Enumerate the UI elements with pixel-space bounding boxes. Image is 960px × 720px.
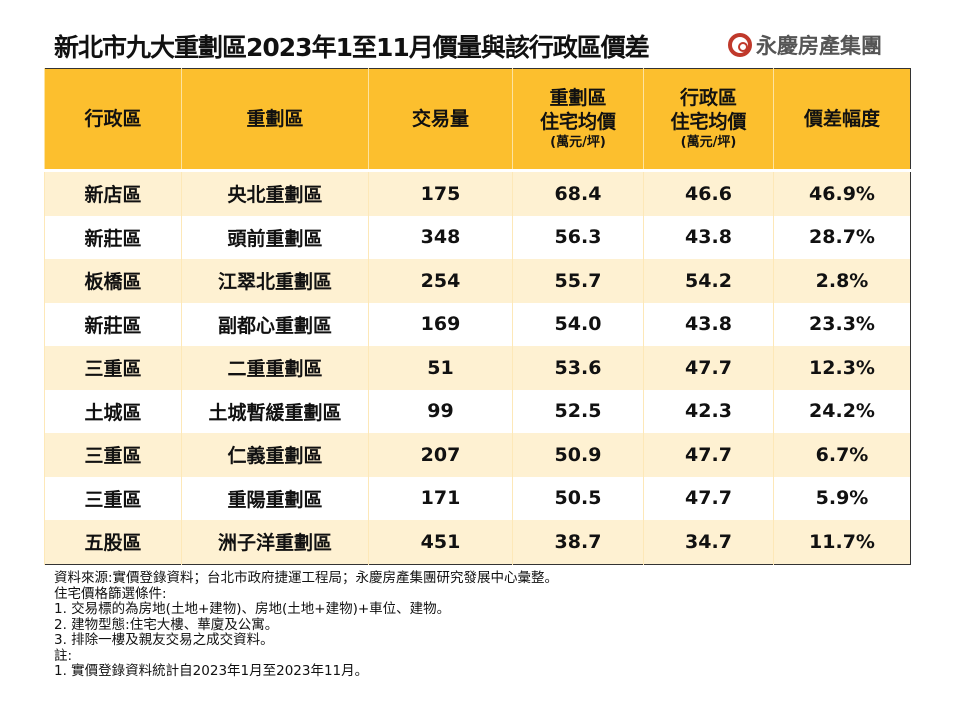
column-header: 價差幅度 bbox=[773, 68, 911, 172]
table-cell: 土城區 bbox=[44, 389, 182, 433]
table-cell: 51 bbox=[368, 346, 513, 390]
footnote-line: 2. 建物型態:住宅大樓、華廈及公寓。 bbox=[54, 616, 279, 633]
table-cell: 207 bbox=[368, 433, 513, 477]
table-cell: 土城暫緩重劃區 bbox=[181, 389, 369, 433]
column-header-line: 行政區 bbox=[679, 87, 737, 109]
table-cell: 38.7 bbox=[512, 520, 644, 564]
table-cell: 47.7 bbox=[643, 476, 774, 520]
logo-text: 永慶房產集團 bbox=[756, 34, 882, 58]
table-cell: 2.8% bbox=[773, 259, 911, 303]
table-cell: 三重區 bbox=[44, 433, 182, 477]
table-cell: 47.7 bbox=[643, 433, 774, 477]
table-cell: 254 bbox=[368, 259, 513, 303]
table-cell: 451 bbox=[368, 520, 513, 564]
column-header: 重劃區 bbox=[181, 68, 369, 172]
column-header-line: 住宅均價 bbox=[539, 111, 616, 133]
table-cell: 三重區 bbox=[44, 346, 182, 390]
table-header-row: 行政區 重劃區 交易量 重劃區 住宅均價 (萬元/坪) 行政區 住宅均價 (萬元/坪) 價差幅度 bbox=[44, 68, 911, 172]
table-cell: 99 bbox=[368, 389, 513, 433]
table-row: 新莊區 頭前重劃區 348 56.3 43.8 28.7% bbox=[44, 215, 911, 259]
column-header-label: 交易量 bbox=[411, 108, 469, 130]
table-cell: 新莊區 bbox=[44, 302, 182, 346]
table-cell: 348 bbox=[368, 215, 513, 259]
table-row: 三重區 二重重劃區 51 53.6 47.7 12.3% bbox=[44, 346, 911, 390]
table-cell: 央北重劃區 bbox=[181, 170, 369, 216]
table-cell: 新店區 bbox=[44, 170, 182, 216]
table-cell: 二重重劃區 bbox=[181, 346, 369, 390]
table-cell: 23.3% bbox=[773, 302, 911, 346]
table-cell: 仁義重劃區 bbox=[181, 433, 369, 477]
logo-icon bbox=[728, 33, 752, 57]
table-cell: 5.9% bbox=[773, 476, 911, 520]
table-cell: 43.8 bbox=[643, 302, 774, 346]
table-cell: 68.4 bbox=[512, 170, 644, 216]
table-cell: 43.8 bbox=[643, 215, 774, 259]
table-cell: 頭前重劃區 bbox=[181, 215, 369, 259]
column-header: 行政區 住宅均價 (萬元/坪) bbox=[643, 68, 774, 172]
column-unit: (萬元/坪) bbox=[680, 135, 737, 150]
table-cell: 洲子洋重劃區 bbox=[181, 520, 369, 564]
footnote-line: 3. 排除一樓及親友交易之成交資料。 bbox=[54, 632, 274, 648]
table-cell: 175 bbox=[368, 170, 513, 216]
table-row: 三重區 仁義重劃區 207 50.9 47.7 6.7% bbox=[44, 433, 911, 477]
column-unit: (萬元/坪) bbox=[550, 135, 606, 150]
table-cell: 42.3 bbox=[643, 389, 774, 433]
column-header-line: 重劃區 bbox=[549, 87, 607, 109]
table-row: 五股區 洲子洋重劃區 451 38.7 34.7 11.7% bbox=[44, 520, 911, 564]
table-cell: 板橋區 bbox=[44, 259, 182, 303]
table-cell: 55.7 bbox=[512, 259, 644, 303]
table-cell: 副都心重劃區 bbox=[181, 302, 369, 346]
column-header: 行政區 bbox=[44, 68, 182, 172]
footnote-line: 住宅價格篩選條件: bbox=[54, 585, 167, 602]
footnote-line: 1. 交易標的為房地(土地+建物)、房地(土地+建物)+車位、建物。 bbox=[54, 601, 451, 617]
footnote-line: 註: bbox=[54, 647, 73, 664]
table-cell: 171 bbox=[368, 476, 513, 520]
table-cell: 24.2% bbox=[773, 389, 911, 433]
column-header-label: 重劃區 bbox=[246, 108, 304, 130]
table-cell: 新莊區 bbox=[44, 215, 182, 259]
table-cell: 11.7% bbox=[773, 520, 911, 564]
table-cell: 56.3 bbox=[512, 215, 644, 259]
column-header-label: 價差幅度 bbox=[803, 108, 880, 130]
brand-logo: 永慶房產集團 bbox=[728, 30, 882, 60]
table-cell: 三重區 bbox=[44, 476, 182, 520]
table-row: 新店區 央北重劃區 175 68.4 46.6 46.9% bbox=[44, 170, 911, 216]
table-row: 土城區 土城暫緩重劃區 99 52.5 42.3 24.2% bbox=[44, 389, 911, 433]
table-cell: 50.9 bbox=[512, 433, 644, 477]
table-cell: 五股區 bbox=[44, 520, 182, 564]
table-cell: 6.7% bbox=[773, 433, 911, 477]
table-cell: 江翠北重劃區 bbox=[181, 259, 369, 303]
table-cell: 52.5 bbox=[512, 389, 644, 433]
footnotes: 資料來源:實價登錄資料；台北市政府捷運工程局；永慶房產集團研究發展中心彙整。 住宅… bbox=[54, 570, 559, 680]
table-cell: 46.9% bbox=[773, 170, 911, 216]
table-cell: 54.2 bbox=[643, 259, 774, 303]
column-header-label: 行政區 bbox=[84, 108, 142, 130]
data-table: 行政區 重劃區 交易量 重劃區 住宅均價 (萬元/坪) 行政區 住宅均價 (萬元/坪) 價差幅度 … bbox=[44, 68, 911, 565]
table-cell: 46.6 bbox=[643, 170, 774, 216]
column-header-line: 住宅均價 bbox=[670, 111, 747, 133]
table-cell: 34.7 bbox=[643, 520, 774, 564]
table-cell: 54.0 bbox=[512, 302, 644, 346]
table-row: 新莊區 副都心重劃區 169 54.0 43.8 23.3% bbox=[44, 302, 911, 346]
column-header: 重劃區 住宅均價 (萬元/坪) bbox=[512, 68, 644, 172]
table-row: 三重區 重陽重劃區 171 50.5 47.7 5.9% bbox=[44, 476, 911, 520]
table-cell: 12.3% bbox=[773, 346, 911, 390]
table-cell: 重陽重劃區 bbox=[181, 476, 369, 520]
footnote-line: 1. 實價登錄資料統計自2023年1月至2023年11月。 bbox=[54, 663, 369, 679]
table-row: 板橋區 江翠北重劃區 254 55.7 54.2 2.8% bbox=[44, 259, 911, 303]
table-cell: 28.7% bbox=[773, 215, 911, 259]
table-cell: 169 bbox=[368, 302, 513, 346]
column-header: 交易量 bbox=[368, 68, 513, 172]
page-title: 新北市九大重劃區2023年1至11月價量與該行政區價差 bbox=[54, 33, 650, 62]
footnote-line: 資料來源:實價登錄資料；台北市政府捷運工程局；永慶房產集團研究發展中心彙整。 bbox=[54, 570, 559, 586]
table-cell: 53.6 bbox=[512, 346, 644, 390]
table-cell: 50.5 bbox=[512, 476, 644, 520]
table-cell: 47.7 bbox=[643, 346, 774, 390]
